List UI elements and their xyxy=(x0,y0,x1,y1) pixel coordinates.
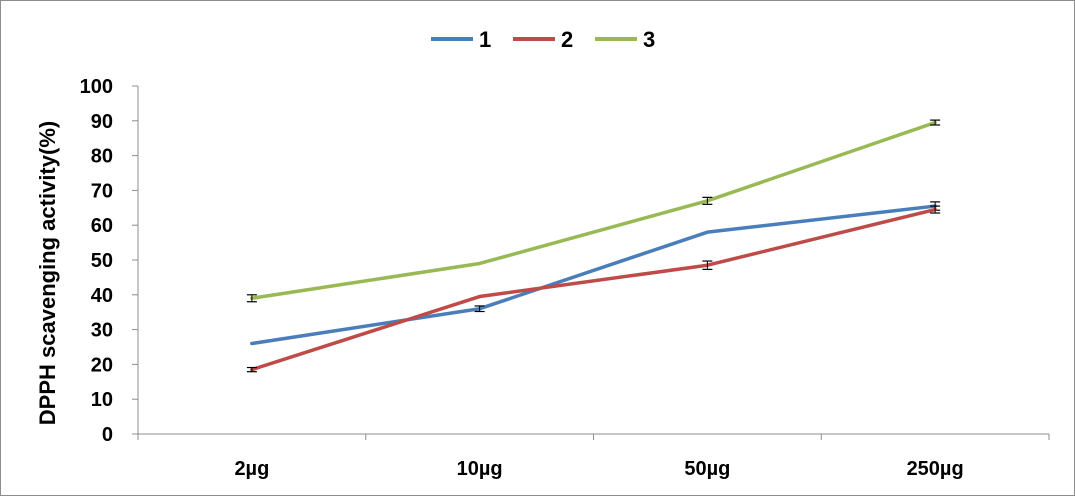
series-1 xyxy=(250,201,941,346)
x-axis: 2µg 10µg 50µg 250µg xyxy=(137,433,1050,480)
y-tick-label: 70 xyxy=(91,180,113,202)
series-3 xyxy=(246,119,941,303)
y-tick-label: 20 xyxy=(91,354,113,376)
legend-item-1: 1 xyxy=(431,27,491,52)
x-tick-label: 50µg xyxy=(684,458,730,480)
y-tick-label: 90 xyxy=(91,111,113,133)
data-point xyxy=(478,295,482,299)
y-tick-label: 60 xyxy=(91,215,113,237)
legend-label: 3 xyxy=(643,27,655,52)
error-bar xyxy=(702,260,713,270)
series-line-2 xyxy=(250,207,937,372)
data-point xyxy=(478,261,482,265)
series-line-1 xyxy=(250,204,937,346)
series-line-3 xyxy=(250,120,937,301)
error-bar xyxy=(246,294,257,303)
error-bar xyxy=(474,305,485,313)
y-tick-label: 10 xyxy=(91,389,113,411)
series-2 xyxy=(246,205,941,373)
y-axis: 0 10 20 30 40 50 60 70 80 90 100 xyxy=(80,76,139,446)
legend-label: 2 xyxy=(561,27,573,52)
legend-label: 1 xyxy=(479,27,491,52)
y-tick-label: 0 xyxy=(102,424,113,446)
data-point xyxy=(705,230,709,234)
x-tick-label: 10µg xyxy=(457,458,503,480)
series-layer xyxy=(246,119,941,373)
y-axis-title: DPPH scavenging activity(%) xyxy=(35,121,60,425)
data-point xyxy=(250,342,254,346)
x-tick-label: 2µg xyxy=(234,458,269,480)
y-tick-label: 50 xyxy=(91,250,113,272)
y-tick-label: 100 xyxy=(80,76,113,98)
error-bar xyxy=(246,366,257,373)
error-bar xyxy=(702,196,713,205)
legend-item-2: 2 xyxy=(513,27,573,52)
legend-item-3: 3 xyxy=(595,27,655,52)
y-tick-label: 30 xyxy=(91,320,113,342)
y-tick-label: 80 xyxy=(91,146,113,168)
error-bar xyxy=(930,119,941,126)
legend: 1 2 3 xyxy=(431,27,655,52)
y-tick-label: 40 xyxy=(91,285,113,307)
error-bar xyxy=(930,205,941,214)
x-tick-label: 250µg xyxy=(907,458,964,480)
